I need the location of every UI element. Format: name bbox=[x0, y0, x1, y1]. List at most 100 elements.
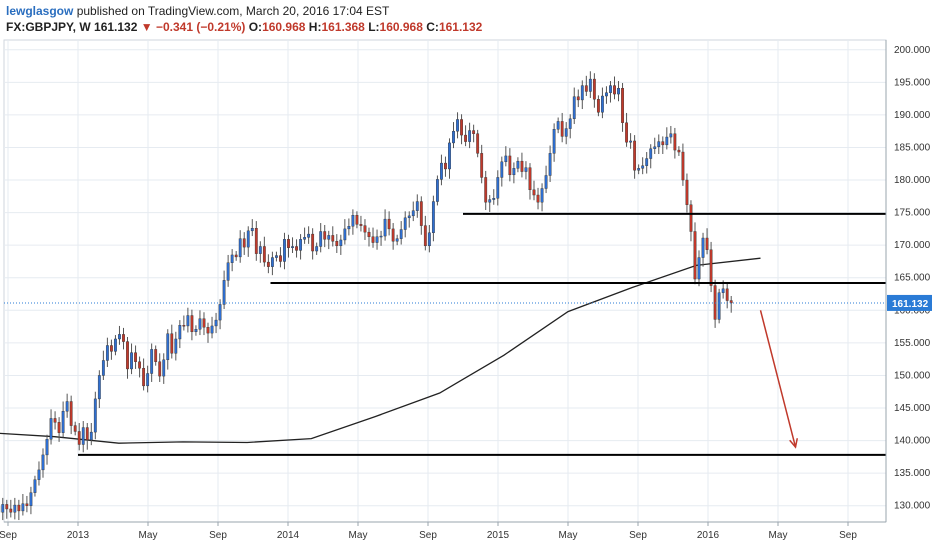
arrow-shaft bbox=[759, 310, 797, 448]
candle-body bbox=[238, 238, 242, 258]
candle-body bbox=[540, 188, 544, 203]
candle-body bbox=[697, 257, 701, 280]
candle-body bbox=[657, 141, 661, 148]
candle-body bbox=[57, 422, 61, 433]
candle-body bbox=[436, 179, 439, 202]
author-link[interactable]: lewglasgow bbox=[6, 4, 74, 18]
x-tick-label: May bbox=[139, 530, 158, 541]
y-tick-label: 150.000 bbox=[894, 370, 931, 381]
candle-body bbox=[552, 129, 556, 154]
candle-body bbox=[355, 215, 359, 225]
candle-body bbox=[343, 228, 347, 241]
candle-body bbox=[13, 504, 17, 513]
candle-body bbox=[226, 262, 230, 281]
candle-body bbox=[621, 87, 624, 123]
candle-body bbox=[375, 236, 379, 243]
candle-body bbox=[576, 96, 580, 101]
candle-body bbox=[484, 177, 488, 203]
y-tick-label: 200.000 bbox=[894, 45, 931, 56]
candle-body bbox=[729, 300, 733, 304]
candle-body bbox=[440, 162, 443, 180]
candle-body bbox=[270, 257, 274, 267]
candle-body bbox=[572, 96, 576, 120]
candle-body bbox=[166, 333, 170, 361]
ma-polyline bbox=[0, 257, 761, 444]
x-tick-label: Sep bbox=[0, 530, 17, 541]
candle-body bbox=[367, 231, 371, 237]
candle-body bbox=[214, 319, 218, 327]
candle-body bbox=[311, 233, 315, 252]
candle-body bbox=[689, 204, 693, 232]
candle-body bbox=[242, 238, 246, 248]
candle-body bbox=[452, 130, 455, 144]
candles bbox=[0, 71, 733, 521]
candle-body bbox=[649, 148, 653, 159]
x-tick-label: May bbox=[769, 530, 788, 541]
y-tick-label: 135.000 bbox=[894, 468, 931, 479]
candle-body bbox=[641, 165, 645, 169]
candle-body bbox=[717, 292, 721, 320]
candle-body bbox=[1, 504, 5, 513]
forecast-arrow bbox=[759, 310, 799, 449]
candle-body bbox=[395, 238, 399, 242]
candle-body bbox=[387, 218, 391, 230]
candle-body bbox=[351, 215, 355, 227]
candle-body bbox=[194, 329, 198, 333]
candle-body bbox=[468, 130, 472, 142]
candle-body bbox=[41, 454, 45, 471]
candle-body bbox=[633, 140, 637, 171]
candle-body bbox=[520, 160, 524, 172]
published-text: published on TradingView.com, March 20, … bbox=[76, 4, 390, 18]
candle-body bbox=[528, 167, 532, 191]
candle-body bbox=[596, 99, 600, 113]
y-tick-label: 190.000 bbox=[894, 110, 931, 121]
x-tick-label: 2016 bbox=[697, 530, 720, 541]
candle-body bbox=[568, 118, 572, 129]
candle-body bbox=[629, 140, 633, 143]
candle-body bbox=[327, 235, 331, 240]
candle-body bbox=[504, 155, 508, 163]
candle-body bbox=[295, 246, 298, 251]
candle-body bbox=[319, 231, 323, 247]
candle-body bbox=[556, 121, 560, 130]
candle-body bbox=[114, 338, 117, 352]
candle-body bbox=[158, 361, 162, 377]
candle-body bbox=[130, 352, 133, 370]
y-tick-label: 170.000 bbox=[894, 240, 931, 251]
close-label: C: bbox=[426, 20, 439, 34]
candle-body bbox=[721, 288, 725, 293]
candle-body bbox=[605, 92, 608, 97]
candle-body bbox=[162, 359, 166, 377]
candle-body bbox=[190, 315, 194, 333]
candle-body bbox=[323, 231, 327, 240]
candle-body bbox=[496, 177, 500, 199]
candle-body bbox=[637, 168, 641, 171]
candle-body bbox=[21, 503, 25, 512]
x-tick-label: 2014 bbox=[277, 530, 300, 541]
candle-body bbox=[613, 85, 616, 95]
candle-body bbox=[138, 361, 141, 369]
candle-body bbox=[693, 231, 697, 280]
y-tick-label: 145.000 bbox=[894, 403, 931, 414]
candle-body bbox=[45, 439, 49, 456]
open-value: 160.968 bbox=[262, 20, 306, 34]
candle-body bbox=[480, 153, 484, 178]
candle-body bbox=[423, 225, 427, 247]
candle-body bbox=[399, 229, 403, 239]
candle-body bbox=[431, 201, 435, 234]
candle-body bbox=[512, 168, 516, 176]
candle-body bbox=[299, 239, 302, 251]
x-tick-label: Sep bbox=[629, 530, 647, 541]
candle-body bbox=[218, 304, 222, 321]
candle-body bbox=[202, 318, 206, 328]
candle-body bbox=[391, 228, 395, 242]
candle-body bbox=[234, 254, 238, 258]
candle-body bbox=[592, 78, 596, 100]
y-tick-label: 165.000 bbox=[894, 273, 931, 284]
candle-body bbox=[403, 217, 407, 230]
candle-body bbox=[258, 246, 262, 254]
candle-body bbox=[154, 349, 158, 362]
candle-body bbox=[101, 360, 105, 376]
candle-body bbox=[250, 228, 254, 232]
